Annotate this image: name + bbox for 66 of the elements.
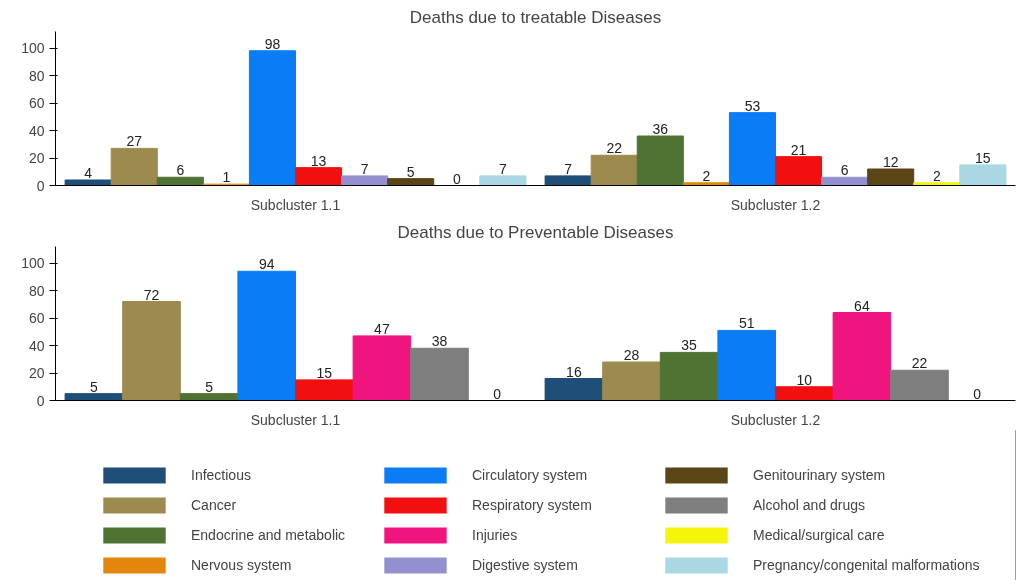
data-label: 51: [738, 315, 755, 332]
data-label: 94: [258, 256, 275, 273]
data-label: 5: [205, 378, 214, 395]
data-label: 22: [606, 140, 623, 157]
data-label: 15: [975, 149, 991, 166]
data-label: 38: [431, 333, 448, 350]
data-label: 28: [623, 347, 640, 363]
y-tick-label: 60: [28, 95, 45, 111]
y-tick-label: 80: [28, 282, 45, 299]
data-label: 0: [493, 385, 502, 402]
data-label: 27: [126, 133, 143, 150]
data-label: 36: [652, 121, 669, 137]
data-label: 7: [564, 160, 573, 177]
data-label: 7: [498, 160, 507, 177]
legend-label: Medical/surgical care: [753, 526, 886, 545]
legend-label: Alcohol and drugs: [753, 496, 867, 515]
legend-label: Respiratory system: [472, 496, 593, 515]
data-label: 2: [932, 167, 941, 184]
data-label: 98: [264, 35, 281, 52]
y-tick-label: 40: [28, 337, 45, 354]
legend-label: Pregnancy/congenital malformations: [753, 556, 980, 575]
data-label: 5: [90, 378, 99, 395]
x-tick-label: Subcluster 1.1: [250, 196, 341, 213]
chart-title: Deaths due to treatable Diseases: [409, 7, 662, 27]
legend-label: Cancer: [191, 496, 238, 515]
data-label: 10: [796, 371, 813, 388]
x-tick-label: Subcluster 1.2: [730, 411, 821, 428]
x-tick-label: Subcluster 1.1: [250, 411, 341, 428]
data-label: 4: [84, 165, 93, 181]
y-tick-label: 0: [36, 392, 45, 409]
data-label: 72: [143, 286, 160, 303]
legend-label: Circulatory system: [472, 466, 589, 485]
data-label: 21: [790, 141, 807, 158]
legend-label: Nervous system: [191, 556, 293, 575]
data-label: 35: [681, 337, 698, 354]
y-tick-label: 40: [28, 122, 45, 139]
data-label: 6: [176, 162, 185, 179]
y-tick-label: 0: [36, 177, 45, 194]
y-tick-label: 100: [21, 40, 45, 56]
data-label: 1: [222, 169, 231, 186]
legend-label: Genitourinary system: [753, 466, 887, 485]
data-label: 15: [316, 364, 333, 381]
data-label: 53: [744, 97, 761, 114]
data-label: 13: [310, 152, 327, 169]
y-tick-label: 100: [21, 255, 45, 271]
data-label: 6: [840, 162, 849, 179]
data-label: 47: [374, 320, 390, 337]
chart-title: Deaths due to Preventable Diseases: [397, 222, 674, 242]
data-label: 64: [854, 297, 870, 314]
data-label: 0: [452, 170, 461, 187]
y-tick-label: 20: [28, 150, 45, 166]
x-tick-label: Subcluster 1.2: [730, 196, 821, 213]
legend-label: Infectious: [191, 466, 252, 485]
data-label: 16: [566, 363, 582, 380]
legend-label: Digestive system: [472, 556, 579, 575]
y-tick-label: 60: [28, 310, 45, 326]
data-label: 22: [911, 355, 928, 372]
data-label: 12: [882, 154, 899, 170]
data-label: 2: [702, 167, 711, 184]
data-label: 5: [406, 163, 415, 180]
data-label: 0: [973, 385, 982, 402]
legend-label: Injuries: [472, 526, 519, 545]
data-label: 7: [360, 160, 369, 177]
legend-label: Endocrine and metabolic: [191, 526, 347, 545]
y-tick-label: 20: [28, 365, 45, 381]
y-tick-label: 80: [28, 67, 45, 84]
